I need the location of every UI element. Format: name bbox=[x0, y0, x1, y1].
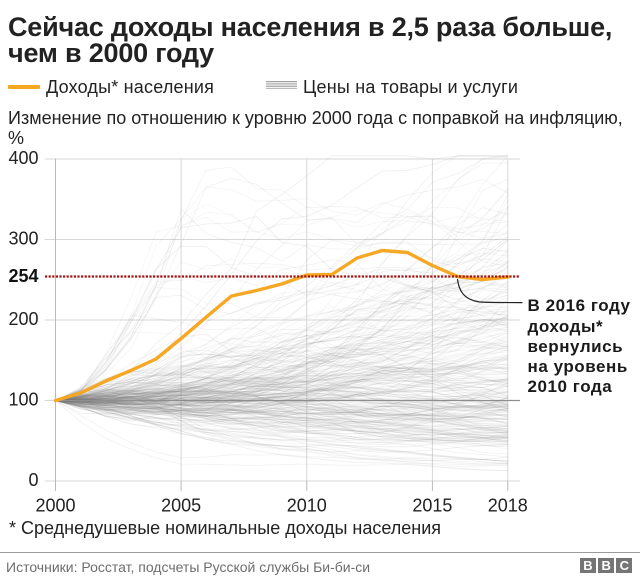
svg-text:200: 200 bbox=[8, 309, 38, 329]
svg-text:2000: 2000 bbox=[35, 496, 75, 516]
svg-text:100: 100 bbox=[8, 389, 38, 409]
svg-text:400: 400 bbox=[8, 148, 38, 168]
svg-text:2018: 2018 bbox=[488, 496, 528, 516]
svg-text:300: 300 bbox=[8, 228, 38, 248]
svg-text:2005: 2005 bbox=[161, 496, 201, 516]
svg-text:2015: 2015 bbox=[412, 496, 452, 516]
svg-text:2010: 2010 bbox=[287, 496, 327, 516]
svg-text:0: 0 bbox=[28, 470, 38, 490]
svg-text:254: 254 bbox=[8, 266, 38, 286]
